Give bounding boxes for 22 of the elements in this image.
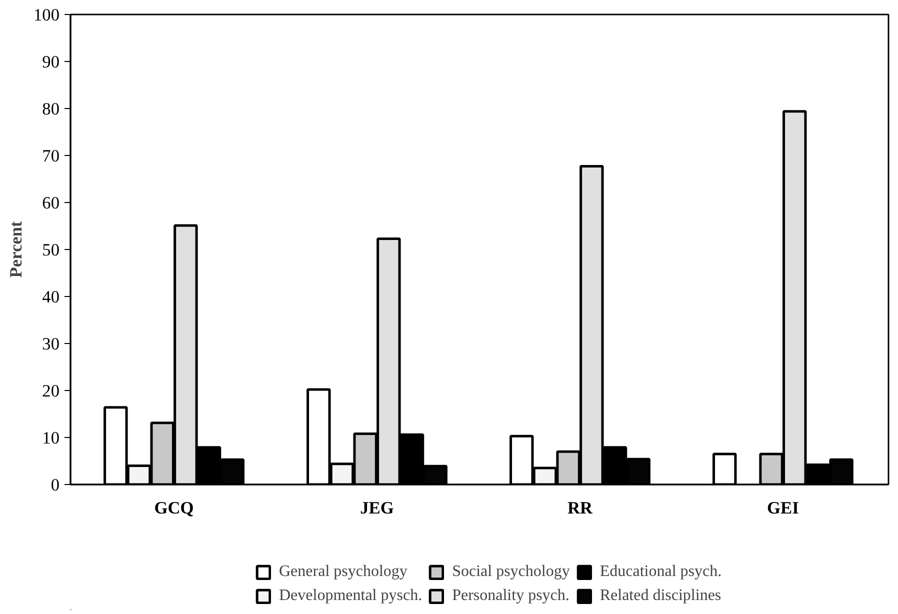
x-tick-label: RR [567, 498, 593, 518]
y-tick-label: 10 [42, 428, 60, 448]
x-tick-label: JEG [360, 498, 394, 518]
y-tick-label: 100 [34, 6, 60, 24]
y-axis-title: Percent [6, 221, 26, 278]
legend-label: General psychology [279, 563, 408, 581]
legend-label: Developmental pysch. [279, 587, 422, 605]
legend-label: Related disciplines [600, 587, 722, 605]
x-tick-label: GCQ [154, 498, 194, 518]
y-tick-label: 50 [42, 240, 60, 260]
y-tick-label: 40 [42, 288, 60, 306]
legend-label: Personality psych. [452, 587, 570, 605]
y-tick-label: 0 [50, 476, 60, 494]
y-tick-label: 80 [42, 100, 60, 118]
y-tick-label: 30 [42, 334, 60, 354]
x-tick-label: GEI [767, 498, 800, 518]
legend-label: Educational psych. [600, 563, 722, 581]
y-tick-label: 20 [42, 382, 60, 400]
y-tick-label: 90 [42, 52, 60, 72]
y-tick-label: 70 [42, 146, 60, 166]
legend-label: Social psychology [452, 563, 570, 581]
y-tick-label: 60 [42, 194, 60, 212]
